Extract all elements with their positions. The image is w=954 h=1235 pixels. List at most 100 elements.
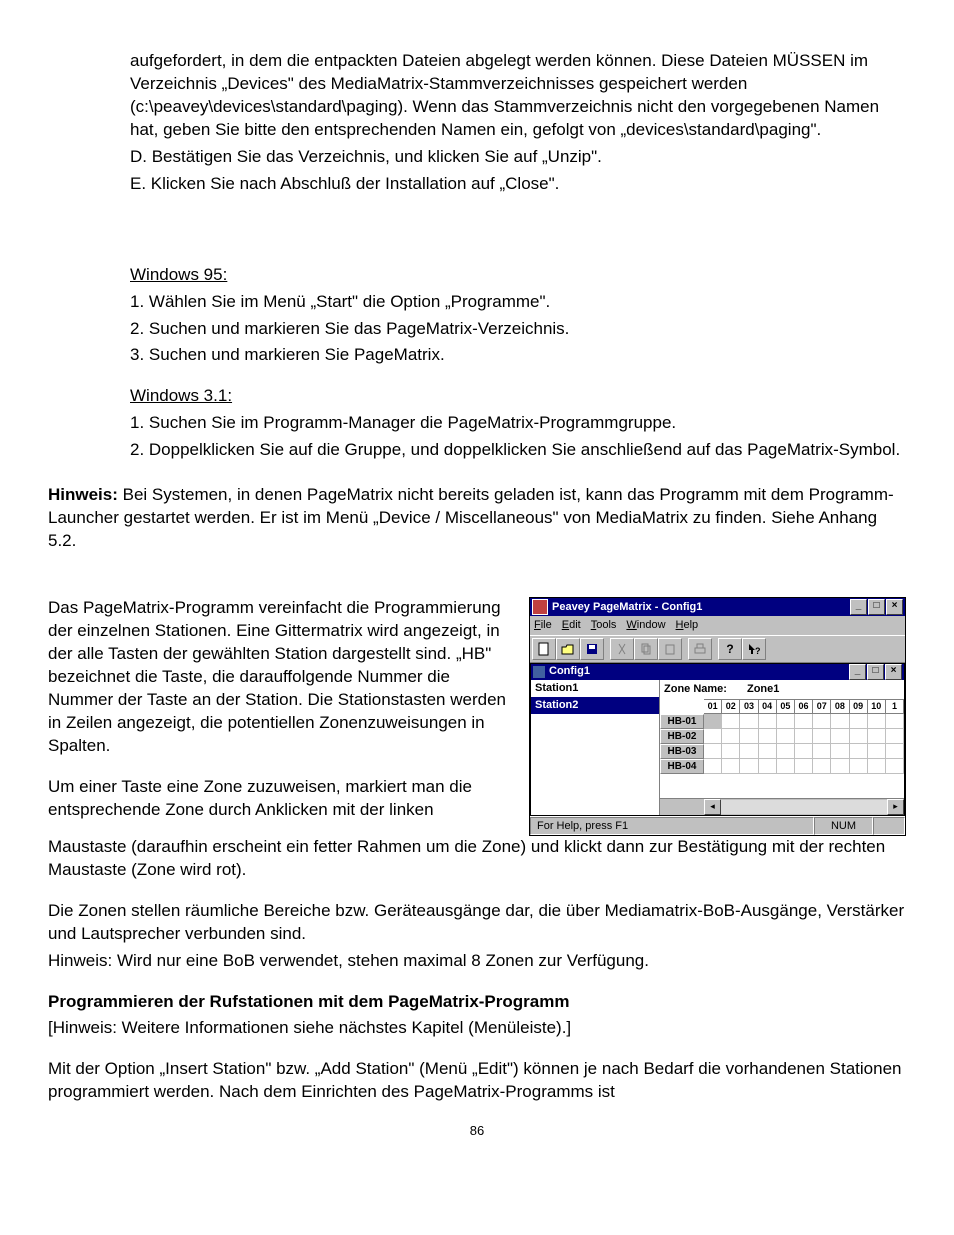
scroll-left-icon[interactable]: ◂	[704, 799, 721, 815]
child-maximize-button[interactable]: □	[867, 664, 884, 680]
zone-cell[interactable]	[722, 729, 740, 744]
zone-cell[interactable]	[868, 714, 886, 729]
zone-cell[interactable]	[759, 714, 777, 729]
hb-label[interactable]: HB-04	[660, 759, 704, 774]
col-header[interactable]: 07	[813, 700, 831, 713]
zone-cell[interactable]	[722, 759, 740, 774]
minimize-button[interactable]: _	[850, 599, 867, 615]
col-header[interactable]: 05	[777, 700, 795, 713]
zone-cell[interactable]	[813, 744, 831, 759]
col-header[interactable]: 02	[722, 700, 740, 713]
menu-edit[interactable]: Edit	[562, 618, 581, 633]
zone-cell[interactable]	[777, 714, 795, 729]
open-icon[interactable]	[556, 638, 580, 660]
zone-cell[interactable]	[704, 759, 722, 774]
zone-cell[interactable]	[777, 759, 795, 774]
print-icon[interactable]	[688, 638, 712, 660]
prog-heading: Programmieren der Rufstationen mit dem P…	[48, 991, 906, 1014]
col-header[interactable]: 04	[759, 700, 777, 713]
col-header[interactable]: 01	[704, 700, 722, 713]
status-grip	[873, 817, 905, 835]
zone-cell[interactable]	[795, 759, 813, 774]
zone-cell[interactable]	[850, 759, 868, 774]
zone-cell[interactable]	[722, 744, 740, 759]
copy-icon[interactable]	[634, 638, 658, 660]
context-help-icon[interactable]: ?	[742, 638, 766, 660]
zone-cell[interactable]	[704, 744, 722, 759]
hb-label[interactable]: HB-01	[660, 714, 704, 729]
col-header[interactable]: 09	[850, 700, 868, 713]
zone-cell[interactable]	[813, 714, 831, 729]
zone-cell[interactable]	[740, 714, 758, 729]
zone-name-value: Zone1	[747, 682, 779, 697]
zone-cell[interactable]	[868, 729, 886, 744]
screenshot-container: Peavey PageMatrix - Config1 _ □ × File E…	[529, 597, 906, 836]
station-item-selected[interactable]: Station2	[531, 697, 659, 714]
zone-cell[interactable]	[886, 714, 904, 729]
menu-file[interactable]: File	[534, 618, 552, 633]
hb-label[interactable]: HB-02	[660, 729, 704, 744]
station-list[interactable]: Station1 Station2	[531, 680, 660, 815]
zone-cell[interactable]	[831, 714, 849, 729]
zone-name-label: Zone Name:	[664, 682, 727, 697]
save-icon[interactable]	[580, 638, 604, 660]
menu-help[interactable]: Help	[676, 618, 699, 633]
cut-icon[interactable]	[610, 638, 634, 660]
help-icon[interactable]: ?	[718, 638, 742, 660]
col-header[interactable]: 08	[831, 700, 849, 713]
hb-label[interactable]: HB-03	[660, 744, 704, 759]
zone-cell[interactable]	[850, 729, 868, 744]
zone-cell[interactable]	[831, 729, 849, 744]
child-close-button[interactable]: ×	[885, 664, 902, 680]
maximize-button[interactable]: □	[868, 599, 885, 615]
station-item[interactable]: Station1	[531, 680, 659, 697]
zone-cell[interactable]	[740, 729, 758, 744]
child-titlebar[interactable]: Config1 _ □ ×	[531, 664, 904, 680]
col-header[interactable]: 10	[868, 700, 886, 713]
win31-step2: 2. Doppelklicken Sie auf die Gruppe, und…	[130, 439, 906, 462]
zone-cell[interactable]	[868, 744, 886, 759]
zone-cell[interactable]	[777, 729, 795, 744]
col-header[interactable]: 06	[795, 700, 813, 713]
zone-cell[interactable]	[722, 714, 740, 729]
zone-cell[interactable]	[759, 744, 777, 759]
zone-cell[interactable]	[850, 714, 868, 729]
zone-cell[interactable]	[886, 759, 904, 774]
col-header[interactable]: 1	[886, 700, 904, 713]
new-icon[interactable]	[532, 638, 556, 660]
zone-cell[interactable]	[759, 759, 777, 774]
col-header[interactable]: 03	[740, 700, 758, 713]
zone-cell[interactable]	[831, 744, 849, 759]
zone-cell[interactable]	[795, 729, 813, 744]
titlebar[interactable]: Peavey PageMatrix - Config1 _ □ ×	[530, 598, 905, 616]
zone-cell[interactable]	[813, 759, 831, 774]
zone-cell[interactable]	[704, 714, 722, 729]
svg-text:?: ?	[755, 646, 761, 656]
paste-icon[interactable]	[658, 638, 682, 660]
zone-cell[interactable]	[704, 729, 722, 744]
hb-row: HB-01	[660, 714, 904, 729]
zone-cell[interactable]	[795, 744, 813, 759]
zone-cell[interactable]	[740, 744, 758, 759]
intro-block: aufgefordert, in dem die entpackten Date…	[130, 50, 906, 196]
zone-header: Zone Name: Zone1	[660, 680, 904, 699]
zone-cell[interactable]	[740, 759, 758, 774]
close-button[interactable]: ×	[886, 599, 903, 615]
zone-cell[interactable]	[795, 714, 813, 729]
scroll-right-icon[interactable]: ▸	[887, 799, 904, 815]
zone-cell[interactable]	[850, 744, 868, 759]
menu-window[interactable]: Window	[626, 618, 665, 633]
horizontal-scrollbar[interactable]: ◂ ▸	[660, 798, 904, 815]
child-minimize-button[interactable]: _	[849, 664, 866, 680]
zone-cell[interactable]	[886, 729, 904, 744]
zone-cell[interactable]	[831, 759, 849, 774]
menu-tools[interactable]: Tools	[591, 618, 617, 633]
zone-grid: 01 02 03 04 05 06 07 08	[660, 699, 904, 815]
zone-cell[interactable]	[813, 729, 831, 744]
zone-cell[interactable]	[868, 759, 886, 774]
zone-cell[interactable]	[886, 744, 904, 759]
zone-cell[interactable]	[777, 744, 795, 759]
scroll-track[interactable]	[721, 800, 887, 814]
zone-columns: 01 02 03 04 05 06 07 08	[704, 699, 904, 714]
zone-cell[interactable]	[759, 729, 777, 744]
